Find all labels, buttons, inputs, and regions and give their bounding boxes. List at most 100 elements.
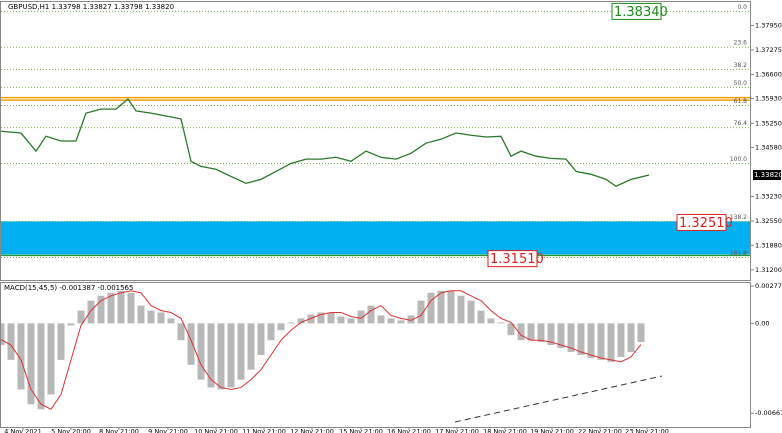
macd-frame (0, 282, 751, 428)
macd-bar (567, 323, 575, 353)
macd-bar (457, 295, 465, 324)
x-tick-label: 18 Nov 21:00 (483, 428, 527, 433)
x-tick-label: 17 Nov 21:00 (435, 428, 479, 433)
macd-bar (107, 292, 115, 324)
macd-bar (267, 323, 275, 341)
macd-bar (327, 312, 335, 324)
macd-bar (197, 323, 205, 380)
x-tick-label: 16 Nov 21:00 (387, 428, 431, 433)
macd-bar (437, 290, 445, 324)
macd-bar (587, 323, 595, 358)
current-price-box (753, 170, 781, 181)
macd-bar (517, 323, 525, 341)
macd-bar (47, 323, 55, 395)
fib-label: 50.0 (734, 80, 748, 87)
y-tick-label: 1.37275 (755, 46, 782, 54)
macd-bar (57, 323, 65, 360)
macd-bar (527, 323, 535, 341)
macd-bar (257, 323, 265, 355)
x-tick-label: 11 Nov 21:00 (242, 428, 286, 433)
fib-label: 138.2 (730, 214, 747, 221)
fib-label: 61.8 (734, 98, 748, 105)
x-tick-label: 12 Nov 21:00 (290, 428, 334, 433)
x-tick-label: 9 Nov 21:00 (148, 428, 188, 433)
x-tick-label: 10 Nov 21:00 (194, 428, 238, 433)
fib-label: 76.4 (734, 120, 748, 127)
macd-bar (487, 318, 495, 324)
macd-bar (427, 292, 435, 324)
fib-label: 0.0 (737, 4, 747, 11)
zone (1, 221, 751, 255)
y-tick-label: 1.34580 (755, 144, 782, 152)
x-tick-label: 23 Nov 21:00 (625, 428, 669, 433)
macd-bar (177, 323, 185, 341)
macd-bar (247, 323, 255, 370)
macd-bar (387, 318, 395, 324)
price-box (487, 250, 538, 268)
x-tick-label: 22 Nov 21:00 (578, 428, 622, 433)
y-tick-label: 1.33230 (755, 192, 782, 200)
macd-bar (97, 295, 105, 324)
y-tick-label: -0.006675 (755, 409, 782, 417)
macd-bar (87, 300, 95, 324)
y-tick-label: 1.31880 (755, 241, 782, 249)
macd-bar (447, 290, 455, 324)
y-tick-label: 1.35930 (755, 95, 782, 103)
macd-bar (27, 323, 35, 405)
x-tick-label: 8 Nov 21:00 (99, 428, 139, 433)
macd-bar (217, 323, 225, 390)
price-box (676, 213, 727, 231)
macd-bar (617, 323, 625, 357)
macd-bar (547, 323, 555, 346)
macd-bar (317, 312, 325, 324)
macd-bar (277, 323, 285, 331)
macd-bar (337, 316, 345, 324)
macd-bar (507, 323, 515, 336)
macd-bar (577, 323, 585, 355)
macd-bar (397, 320, 405, 324)
fib-label: 100.0 (730, 156, 747, 163)
price-box-label: 1.38340 (614, 5, 668, 20)
macd-bar (417, 300, 425, 324)
price-box-label: 1.31510 (490, 252, 544, 267)
y-tick-label: 1.31200 (755, 266, 782, 274)
macd-bar (7, 323, 15, 360)
macd-bar (297, 318, 305, 324)
y-tick-label: 1.37950 (755, 22, 782, 30)
macd-bar (117, 290, 125, 324)
macd-bar (67, 323, 75, 326)
macd-bar (627, 323, 635, 353)
macd-bar (17, 323, 25, 390)
macd-bar (407, 315, 415, 324)
x-tick-label: 19 Nov 21:00 (530, 428, 574, 433)
y-tick-label: 0.00 (755, 319, 769, 327)
macd-bar (357, 310, 365, 324)
macd-bar (137, 305, 145, 324)
macd-bar (347, 318, 355, 324)
price-title: GBPUSD,H1 1.33798 1.33827 1.33798 1.3382… (8, 3, 174, 11)
macd-bar (377, 315, 385, 324)
macd-bar (597, 323, 605, 360)
fib-label: 23.6 (734, 40, 748, 47)
macd-bar (497, 322, 505, 324)
macd-bar (77, 310, 85, 324)
y-tick-label: 0.002778 (755, 282, 782, 290)
macd-bar (537, 323, 545, 343)
macd-bar (237, 323, 245, 380)
macd-bar (187, 323, 195, 365)
macd-bar (157, 312, 165, 324)
macd-bar (0, 323, 5, 346)
x-tick-label: 15 Nov 21:00 (339, 428, 383, 433)
macd-bar (607, 323, 615, 362)
y-tick-label: 1.35250 (755, 119, 782, 127)
macd-bar (637, 323, 645, 343)
y-tick-label: 1.32550 (755, 217, 782, 225)
macd-title: MACD(15,45,5) -0.001387 -0.001565 (4, 284, 133, 292)
price-box (611, 2, 662, 20)
macd-bar (477, 310, 485, 324)
fib-label: 38.2 (734, 62, 748, 69)
macd-bar (557, 323, 565, 349)
x-tick-label: 5 Nov 20:00 (51, 428, 91, 433)
